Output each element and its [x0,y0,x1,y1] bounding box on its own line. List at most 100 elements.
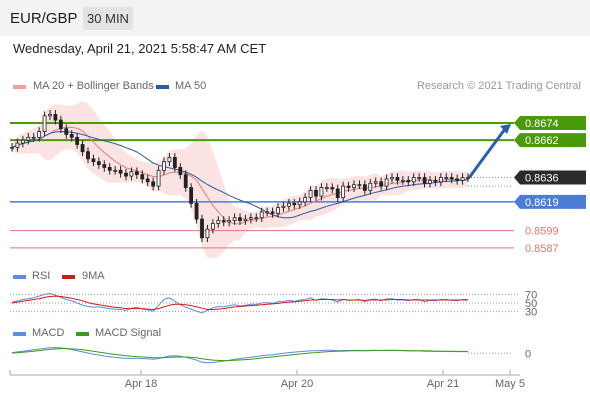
candle-body [210,223,215,230]
candle-body [48,113,52,117]
support-price-tag-bg [514,194,586,209]
candle-body [438,177,443,183]
ma9-legend-label: 9MA [82,270,105,282]
time-axis-label: May 5 [495,378,525,390]
candle-body [91,158,96,163]
macd-signal-line [11,348,469,362]
rsi-tick-label: 70 [525,289,537,301]
candle-body [86,151,90,160]
candle-body [265,211,270,214]
credit-label: Research © 2021 Trading Central [416,80,581,92]
macd-tick-label: 0 [525,348,531,360]
candle-body [140,174,145,180]
macd-legend-swatch [13,332,26,336]
candle-body [362,184,367,191]
candle-body [64,128,69,135]
candle-body [227,220,232,223]
candle-body [248,217,253,220]
candle-body [292,202,297,206]
candle-body [286,202,291,207]
ma20-legend-label: MA 20 + Bollinger Bands [33,80,154,92]
candle-body [379,181,384,187]
candle-body [395,177,400,181]
timeframe-button[interactable]: 30 MIN [83,7,133,30]
rsi-legend-swatch [13,275,26,279]
candle-body [162,161,166,171]
datetime-label: Wednesday, April 21, 2021 5:58:47 AM CET [13,41,267,56]
forecast-arrow-head [500,123,511,134]
candle-body [411,177,416,183]
ma9-legend-swatch [62,275,75,279]
candle-body [20,139,25,144]
candle-body [368,182,373,191]
macd-signal-legend-label: MACD Signal [95,327,162,339]
candle-body [183,174,188,188]
candle-body [194,202,199,220]
ma50-line [11,131,469,219]
time-axis-label: Apr 18 [125,378,157,390]
symbol-label: EUR/GBP [10,10,78,27]
candle-body [390,177,394,180]
candle-body [189,187,194,204]
candle-body [433,179,438,183]
candle-body [460,177,465,181]
candle-body [26,136,31,141]
candle-body [53,113,58,121]
candle-body [232,217,237,221]
candle-body [102,164,107,168]
ma9-line [11,295,468,311]
candle-body [341,185,346,198]
rsi-tick-label: 30 [525,307,537,319]
candle-body [324,187,329,189]
candle-body [466,177,470,179]
candle-body [216,220,221,224]
candle-body [449,177,454,180]
candle-body [400,179,405,182]
candle-body [69,134,74,138]
forecast-arrow [468,127,507,178]
candle-body [243,218,248,221]
candle-body [308,190,313,198]
candle-body [422,177,427,184]
resistance-price-tag-bg [514,115,586,130]
candle-body [80,144,85,153]
candle-body [172,157,177,168]
candle-body [37,131,42,138]
candle-body [151,181,156,187]
rsi-tick-label: 50 [525,298,537,310]
candle-body [428,179,432,184]
candle-body [58,119,63,130]
candle-body [15,142,20,148]
candle-body [221,220,226,223]
candle-body [352,184,356,188]
candle-body [118,169,123,174]
candle-body [107,167,112,171]
candle-body [406,179,411,183]
candle-body [319,187,324,197]
time-axis-label: Apr 21 [427,378,459,390]
candle-body [205,228,210,239]
candle-body [156,169,161,187]
candle-body [373,181,378,184]
time-axis-label: Apr 20 [281,378,313,390]
macd-legend-label: MACD [32,327,65,339]
candle-body [455,178,460,181]
candle-body [42,115,47,132]
current-price-tag-bg [514,170,586,185]
candle-body [330,187,335,190]
candle-body [335,188,340,198]
macd-signal-legend-swatch [76,332,89,336]
resistance-price-tag: 0.8662 [525,135,559,147]
ma50-legend-swatch [156,85,169,89]
candle-body [96,161,101,165]
candle-body [281,205,286,209]
candle-body [200,218,204,239]
candle-body [444,177,449,179]
candle-body [417,177,422,179]
ma20-legend-swatch [13,85,26,89]
candle-body [238,217,242,221]
current-price-tag: 0.8636 [525,173,559,185]
candle-body [357,184,362,187]
rsi-line [11,292,468,314]
